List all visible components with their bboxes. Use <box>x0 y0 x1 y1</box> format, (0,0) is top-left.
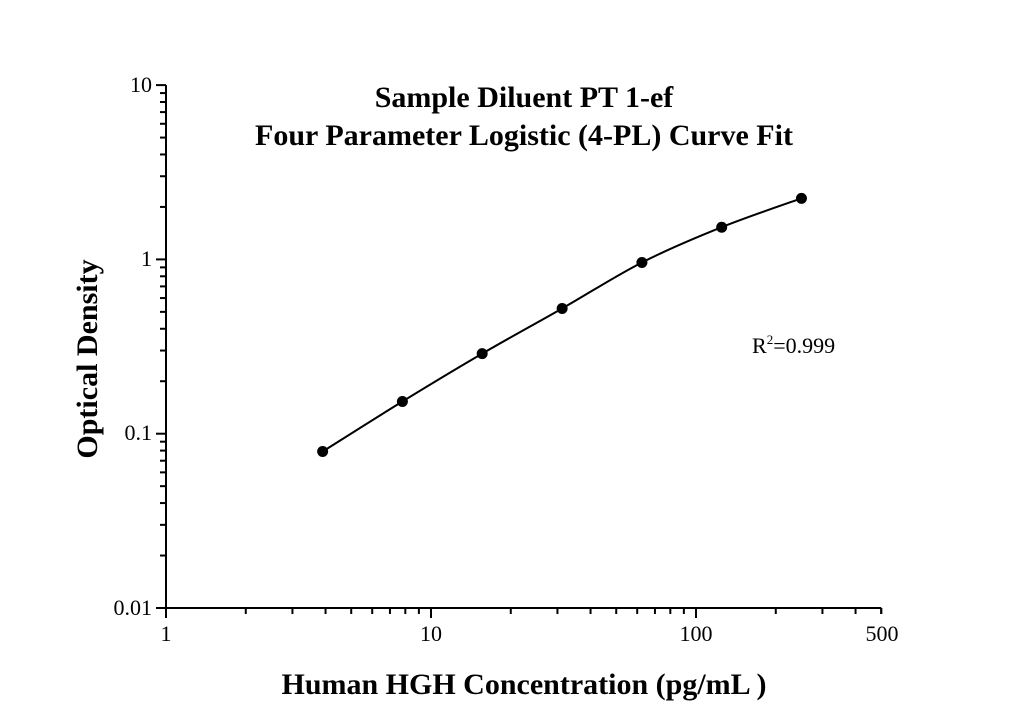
data-point <box>636 256 648 268</box>
axes <box>156 84 883 618</box>
r2-value: =0.999 <box>773 333 836 358</box>
y-axis-label: Optical Density <box>71 259 104 459</box>
data-point <box>716 221 728 233</box>
x-tick-label-10: 10 <box>420 621 442 646</box>
y-tick-label-0.01: 0.01 <box>113 595 153 620</box>
data-point <box>317 446 329 458</box>
x-axis-label: Human HGH Concentration (pg/mL ) <box>281 668 767 701</box>
chart-subtitle: Four Parameter Logistic (4-PL) Curve Fit <box>255 119 793 152</box>
data-point <box>556 302 568 314</box>
x-tick-label-1: 1 <box>160 621 172 646</box>
data-point <box>476 348 488 360</box>
y-tick-label-1: 1 <box>141 246 152 271</box>
y-tick-label-0.1: 0.1 <box>124 420 153 445</box>
data-point <box>396 396 408 408</box>
x-tick-label-100: 100 <box>679 621 713 646</box>
chart-title: Sample Diluent PT 1-ef <box>374 81 674 114</box>
data-point <box>795 192 807 204</box>
r2-superscript: 2 <box>766 332 774 347</box>
data-points <box>317 192 807 458</box>
r-squared-annotation: R2=0.999 <box>752 333 835 359</box>
y-tick-label-10: 10 <box>130 72 152 97</box>
r2-prefix: R <box>752 333 767 358</box>
fit-curve <box>322 197 802 453</box>
x-tick-label-500: 500 <box>865 621 899 646</box>
